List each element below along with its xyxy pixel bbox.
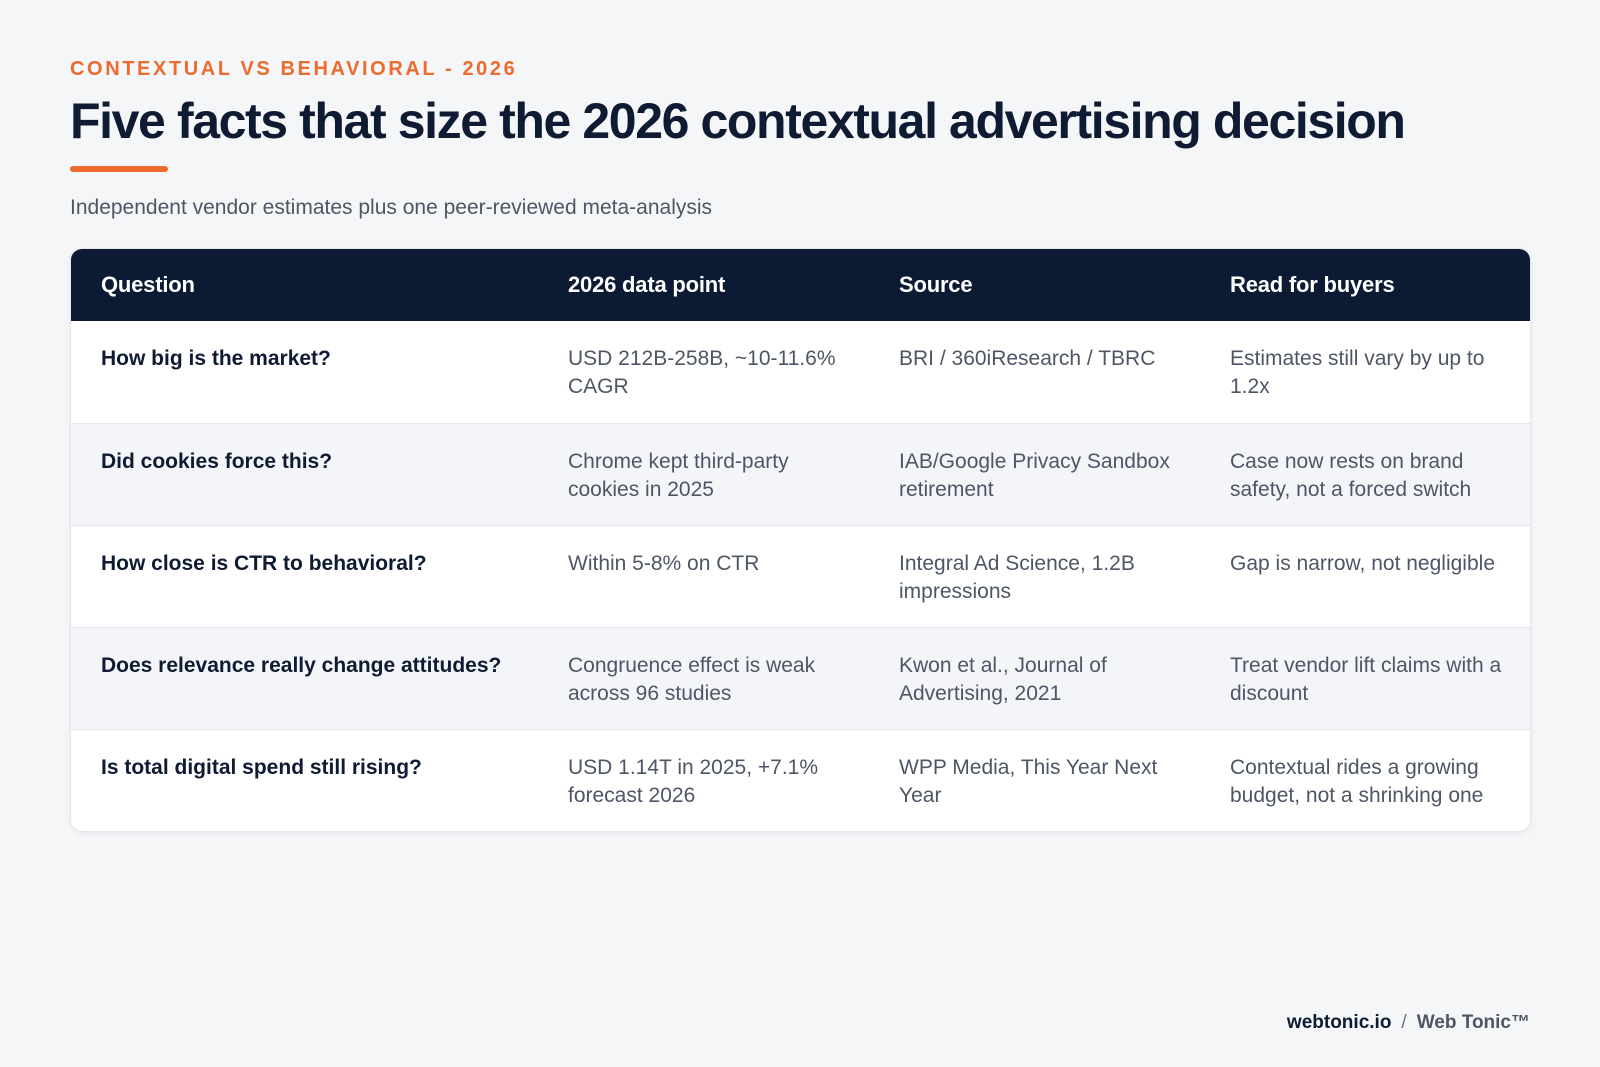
- column-header-data-point: 2026 data point: [538, 249, 869, 321]
- column-header-read-for-buyers: Read for buyers: [1200, 249, 1530, 321]
- source-cell: Kwon et al., Journal of Advertising, 202…: [869, 626, 1200, 729]
- footer-domain: webtonic.io: [1286, 1012, 1392, 1033]
- read-for-buyers-cell: Case now rests on brand safety, not a fo…: [1200, 422, 1530, 525]
- question-cell: Did cookies force this?: [71, 422, 538, 525]
- question-cell: How big is the market?: [101, 347, 331, 370]
- facts-table: Question 2026 data point Source Read for…: [71, 249, 1530, 831]
- table-header-row: Question 2026 data point Source Read for…: [71, 249, 1530, 321]
- read-for-buyers-cell: Gap is narrow, not negligible: [1200, 524, 1530, 627]
- source-cell: WPP Media, This Year Next Year: [869, 728, 1200, 831]
- table-row: Is total digital spend still rising? USD…: [71, 728, 1530, 831]
- page-subtitle: Independent vendor estimates plus one pe…: [70, 196, 713, 219]
- footer-separator: /: [1401, 1012, 1407, 1033]
- read-for-buyers-cell: Contextual rides a growing budget, not a…: [1200, 728, 1530, 831]
- source-cell: Integral Ad Science, 1.2B impressions: [869, 524, 1200, 627]
- table-row: Did cookies force this? Chrome kept thir…: [71, 422, 1530, 525]
- table-row: How close is CTR to behavioral? Within 5…: [71, 524, 1530, 627]
- table-row: Does relevance really change attitudes? …: [71, 626, 1530, 729]
- question-cell: How close is CTR to behavioral?: [71, 524, 538, 627]
- table-row: How big is the market? USD 212B-258B, ~1…: [71, 321, 1530, 423]
- footer-brand: Web Tonic™: [1416, 1012, 1530, 1033]
- question-cell: Is total digital spend still rising?: [71, 728, 538, 831]
- read-for-buyers-cell: Estimates still vary by up to 1.2x: [1230, 347, 1485, 398]
- page-title: Five facts that size the 2026 contextual…: [70, 93, 1406, 149]
- data-point-cell: Within 5-8% on CTR: [538, 524, 869, 627]
- read-for-buyers-cell: Treat vendor lift claims with a discount: [1200, 626, 1530, 729]
- data-point-cell: USD 1.14T in 2025, +7.1% forecast 2026: [538, 728, 869, 831]
- column-header-source: Source: [869, 249, 1200, 321]
- column-header-question: Question: [71, 249, 538, 321]
- data-point-cell: USD 212B-258B, ~10-11.6% CAGR: [568, 347, 836, 398]
- source-cell: IAB/Google Privacy Sandbox retirement: [869, 422, 1200, 525]
- data-point-cell: Congruence effect is weak across 96 stud…: [538, 626, 869, 729]
- data-point-cell: Chrome kept third-party cookies in 2025: [538, 422, 869, 525]
- facts-table-card: Question 2026 data point Source Read for…: [70, 248, 1531, 832]
- accent-underline: [70, 166, 168, 172]
- footer-credit: webtonic.io / Web Tonic™: [1287, 1012, 1530, 1034]
- eyebrow-label: CONTEXTUAL VS BEHAVIORAL - 2026: [70, 58, 518, 80]
- question-cell: Does relevance really change attitudes?: [71, 626, 538, 729]
- source-cell: BRI / 360iResearch / TBRC: [899, 347, 1156, 370]
